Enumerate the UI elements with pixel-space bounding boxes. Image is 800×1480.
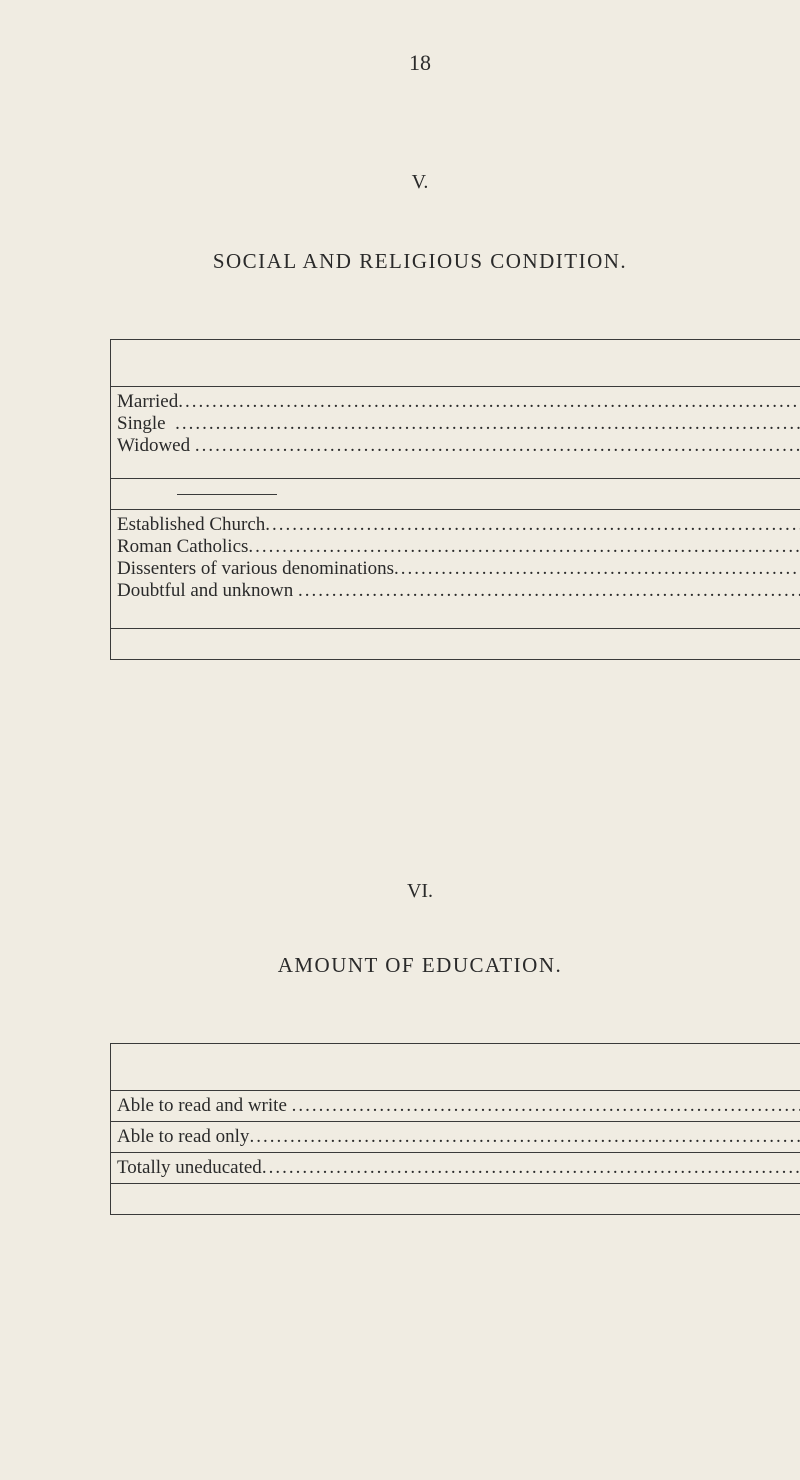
section-vi-title: AMOUNT OF EDUCATION. bbox=[110, 953, 730, 978]
table-row: Able to read only 11 21 32 bbox=[111, 1121, 800, 1152]
table-row: Able to read and write 61 47 108 bbox=[111, 1090, 800, 1121]
row-label: Established Church bbox=[117, 514, 800, 536]
table-education: Males Females Total. Able to read and wr… bbox=[110, 1043, 800, 1215]
row-label: Totally uneducated bbox=[117, 1157, 800, 1179]
row-label: Roman Catholics bbox=[117, 536, 800, 558]
section-v-title: SOCIAL AND RELIGIOUS CONDITION. bbox=[110, 249, 730, 274]
table-header-row: Males Females Total. bbox=[111, 340, 800, 387]
dash-line bbox=[177, 494, 277, 495]
table-row: Totally uneducated 10 15 25 bbox=[111, 1152, 800, 1183]
subtotal-row: 82 83 165 bbox=[111, 628, 800, 659]
section-v-numeral: V. bbox=[110, 171, 730, 194]
table-block1: Married Single Widowed 42 30 10 48 28 7 … bbox=[111, 387, 800, 479]
table-social-religious: Males Females Total. Married Single Wido… bbox=[110, 339, 800, 660]
row-label: Dissenters of various denominations bbox=[117, 558, 800, 580]
subtotal-row: 82 83 165 bbox=[111, 478, 800, 509]
row-label: Doubtful and unknown bbox=[117, 580, 800, 602]
row-label: Married bbox=[117, 391, 800, 413]
page-number: 18 bbox=[110, 0, 730, 76]
subtotal-row: 82 83 165 bbox=[111, 1183, 800, 1214]
section-vi-numeral: VI. bbox=[110, 880, 730, 903]
row-label: Widowed bbox=[117, 435, 800, 457]
row-label: Single bbox=[117, 413, 800, 435]
table-header-row: Males Females Total. bbox=[111, 1043, 800, 1090]
row-label: Able to read only bbox=[117, 1126, 800, 1148]
table-block2: Established Church Roman Catholics Disse… bbox=[111, 509, 800, 628]
row-label: Able to read and write bbox=[117, 1095, 800, 1117]
